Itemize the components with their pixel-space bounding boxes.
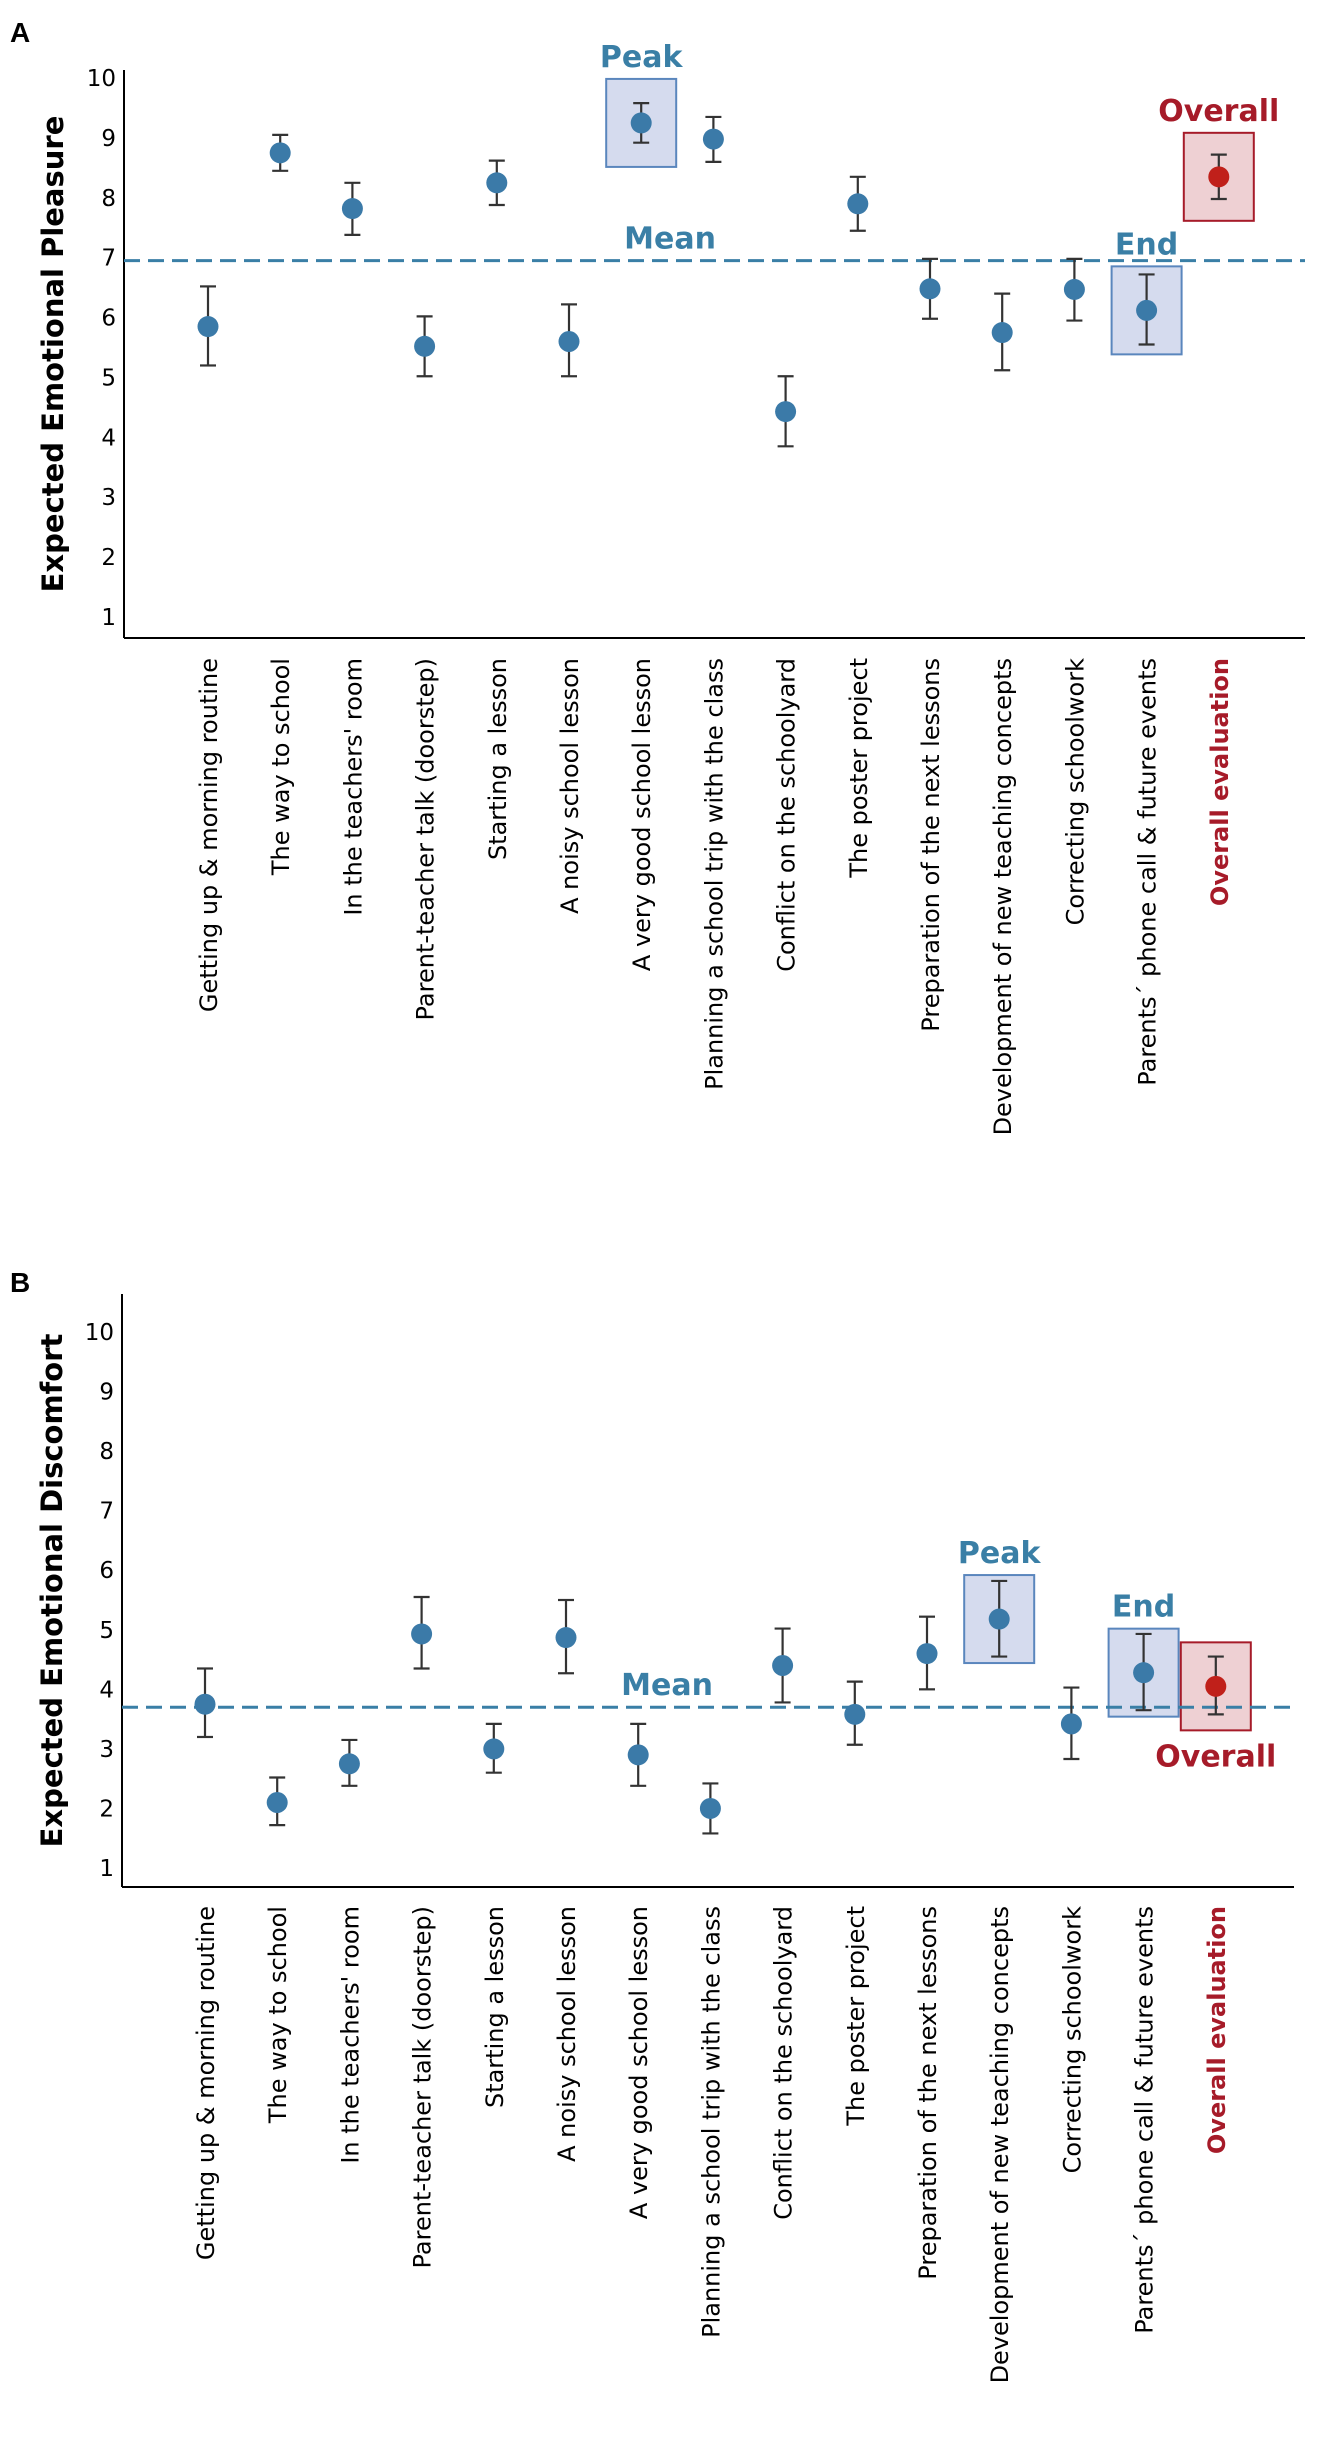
y-tick-label: 7: [99, 1499, 114, 1525]
y-tick-label: 4: [101, 425, 116, 451]
y-tick-label: 9: [101, 126, 116, 152]
data-point: [703, 129, 724, 150]
mean-label: Mean: [621, 1668, 713, 1703]
x-category-label: Getting up & morning routine: [192, 1906, 220, 2260]
y-tick-label: 1: [101, 605, 116, 631]
x-category-label: Parents´ phone call & future events: [1131, 1906, 1159, 2334]
x-category-label: The poster project: [845, 658, 873, 879]
panel-a-chart: A Expected Emotional Pleasure 1 2 3 4 5 6 7 8 9 10 P…: [10, 17, 1305, 1135]
x-category-label: Development of new teaching concepts: [986, 1906, 1014, 2383]
y-tick-label: 5: [101, 365, 116, 391]
data-point: [483, 1738, 504, 1759]
y-tick-label: 2: [101, 545, 116, 571]
figure: A Expected Emotional Pleasure 1 2 3 4 5 6 7 8 9 10 P…: [0, 0, 1321, 2462]
y-tick-label: 7: [101, 246, 116, 272]
x-category-label: Development of new teaching concepts: [989, 658, 1017, 1135]
y-tick-label: 3: [99, 1737, 114, 1763]
data-point: [270, 142, 291, 163]
data-point: [1064, 279, 1085, 300]
x-category-label: A very good school lesson: [628, 658, 656, 971]
data-point: [559, 331, 580, 352]
data-point: [1136, 300, 1157, 321]
data-point: [1133, 1662, 1154, 1683]
x-category-label: Overall evaluation: [1203, 1906, 1231, 2154]
data-point: [1061, 1713, 1082, 1734]
x-category-label: Planning a school trip with the class: [697, 1906, 725, 2338]
y-tick-label: 9: [99, 1380, 114, 1406]
end-annotation: End: [1115, 227, 1178, 262]
x-category-label: Parent-teacher talk (doorstep): [412, 658, 440, 1020]
x-category-label: Preparation of the next lessons: [917, 658, 945, 1032]
end-annotation: End: [1112, 1590, 1175, 1625]
x-category-label: A noisy school lesson: [556, 658, 584, 914]
data-point: [992, 322, 1013, 343]
peak-annotation: Peak: [958, 1536, 1042, 1571]
y-tick-label: 10: [85, 1320, 114, 1346]
data-point: [342, 198, 363, 219]
data-point: [556, 1627, 577, 1648]
x-category-label: Getting up & morning routine: [195, 658, 223, 1012]
y-tick-label: 1: [99, 1856, 114, 1882]
y-tick-label: 6: [101, 306, 116, 332]
data-point: [772, 1655, 793, 1676]
data-point: [920, 278, 941, 299]
data-point: [700, 1798, 721, 1819]
x-category-label: Conflict on the schoolyard: [770, 1906, 798, 2220]
y-tick-label: 8: [99, 1439, 114, 1465]
overall-data-point: [1205, 1676, 1226, 1697]
x-category-label: Conflict on the schoolyard: [773, 658, 801, 972]
x-category-label: Starting a lesson: [484, 658, 512, 860]
data-point: [195, 1694, 216, 1715]
data-point: [631, 112, 652, 133]
y-tick-label: 5: [99, 1618, 114, 1644]
x-category-label: In the teachers' room: [339, 658, 367, 916]
x-category-label: A very good school lesson: [625, 1906, 653, 2219]
overall-annotation: Overall: [1155, 1739, 1276, 1774]
mean-label: Mean: [624, 222, 716, 257]
y-tick-label: 8: [101, 186, 116, 212]
data-point: [198, 316, 219, 337]
x-category-label: Overall evaluation: [1206, 658, 1234, 906]
data-point: [414, 336, 435, 357]
x-category-label: Planning a school trip with the class: [700, 658, 728, 1090]
y-tick-label: 2: [99, 1796, 114, 1822]
x-category-label: The poster project: [842, 1906, 870, 2127]
overall-data-point: [1208, 166, 1229, 187]
data-point: [917, 1643, 938, 1664]
y-axis-title: Expected Emotional Pleasure: [36, 116, 70, 593]
data-point: [775, 401, 796, 422]
y-tick-label: 6: [99, 1558, 114, 1584]
data-point: [486, 172, 507, 193]
data-point: [989, 1609, 1010, 1630]
data-point: [411, 1623, 432, 1644]
y-axis-title: Expected Emotional Discomfort: [35, 1333, 69, 1847]
panel-b-chart: B Expected Emotional Discomfort 1 2 3 4 5 6 7 8 9 1…: [10, 1267, 1294, 2383]
data-point: [267, 1792, 288, 1813]
x-category-label: A noisy school lesson: [553, 1906, 581, 2162]
data-point: [847, 193, 868, 214]
overall-annotation: Overall: [1158, 94, 1279, 129]
x-category-label: In the teachers' room: [336, 1906, 364, 2164]
data-point: [339, 1753, 360, 1774]
x-category-label: Starting a lesson: [481, 1906, 509, 2108]
x-category-label: The way to school: [264, 1906, 292, 2124]
data-point: [628, 1744, 649, 1765]
panel-letter: B: [10, 1267, 30, 1298]
x-category-label: Parent-teacher talk (doorstep): [409, 1906, 437, 2268]
y-tick-label: 3: [101, 485, 116, 511]
x-category-label: Correcting schoolwork: [1058, 1906, 1086, 2173]
x-category-label: Parents´ phone call & future events: [1134, 658, 1162, 1086]
y-tick-label: 4: [99, 1677, 114, 1703]
x-category-label: Correcting schoolwork: [1061, 658, 1089, 925]
y-tick-label: 10: [87, 66, 116, 92]
x-category-label: The way to school: [267, 658, 295, 876]
peak-annotation: Peak: [600, 40, 684, 75]
panel-letter: A: [10, 17, 30, 48]
data-point: [844, 1704, 865, 1725]
x-category-label: Preparation of the next lessons: [914, 1906, 942, 2280]
